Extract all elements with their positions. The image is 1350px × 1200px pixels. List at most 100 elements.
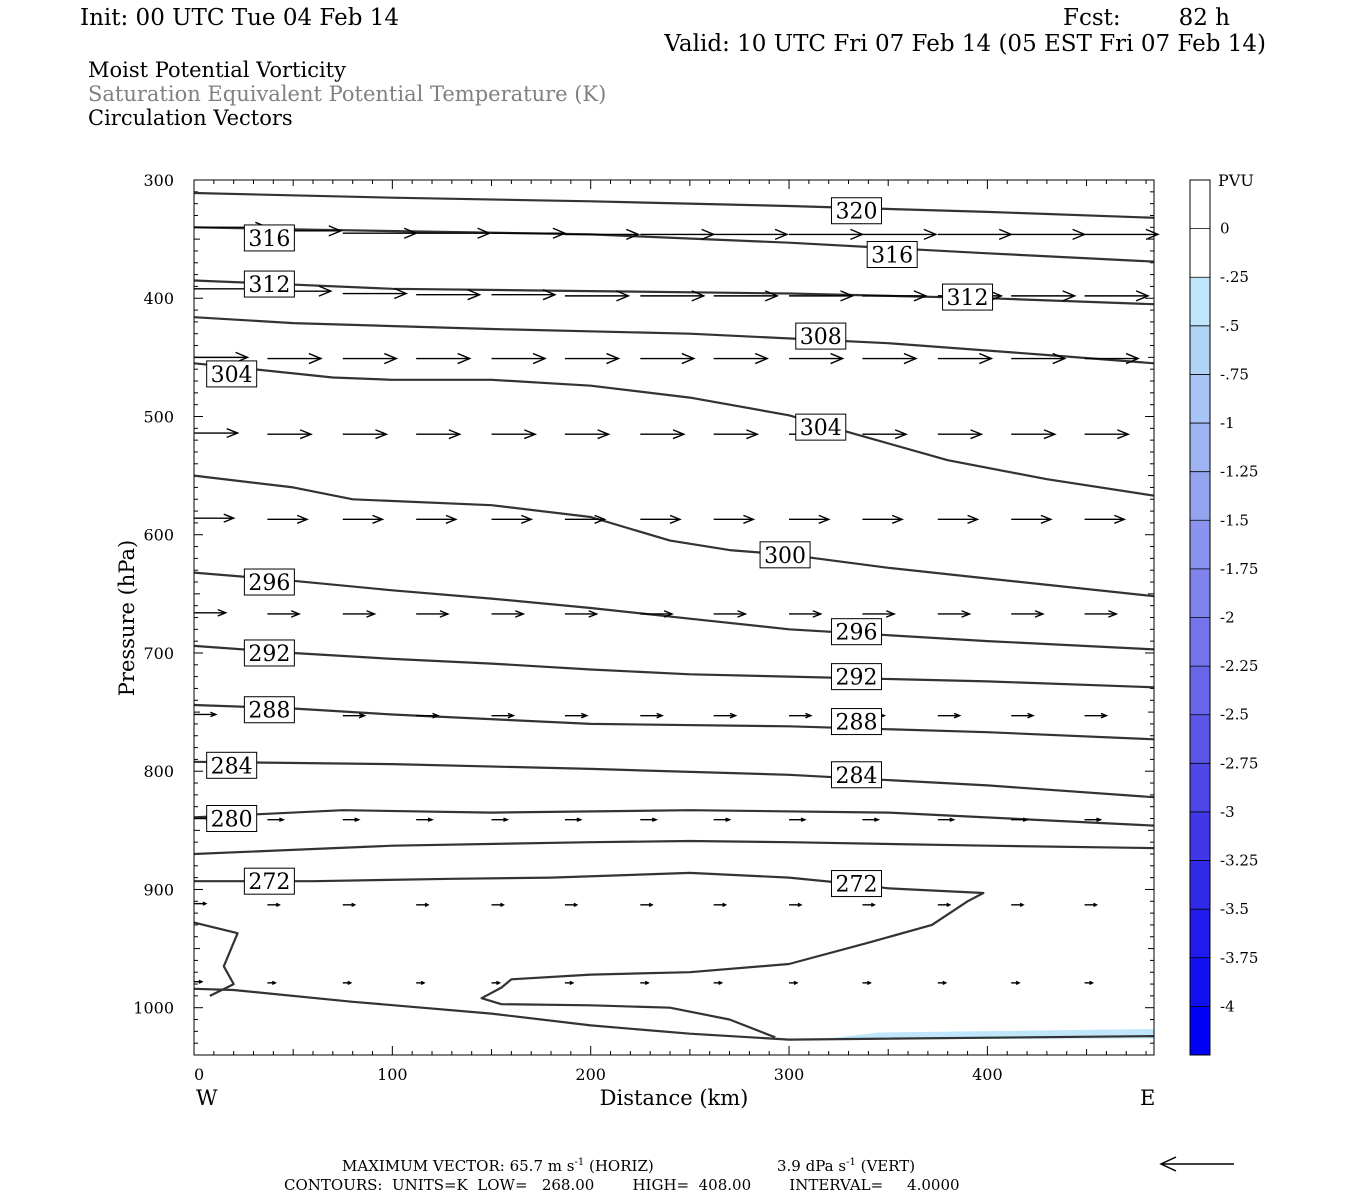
circulation-vector — [564, 228, 641, 241]
circulation-vector — [564, 610, 599, 618]
circulation-vector — [1011, 352, 1067, 365]
contour-label-box — [830, 197, 882, 225]
colorbar-label: -4 — [1220, 997, 1235, 1015]
colorbar-label: -3.5 — [1220, 900, 1249, 918]
circulation-vector — [491, 227, 567, 239]
colorbar-swatch — [1190, 763, 1210, 812]
circulation-vector — [342, 902, 357, 907]
colorbar-swatch — [1190, 714, 1210, 764]
circulation-vector — [564, 817, 583, 822]
theta-contour-296 — [193, 571, 1155, 651]
contour-label-box — [942, 283, 994, 311]
init-time: Init: 00 UTC Tue 04 Feb 14 — [80, 5, 399, 31]
contour-label: 300 — [764, 544, 806, 569]
circulation-vector — [491, 902, 505, 907]
circulation-vector — [862, 228, 938, 241]
circulation-vector — [713, 902, 728, 907]
circulation-vector — [564, 290, 631, 302]
circulation-vector — [416, 227, 492, 239]
colorbar-swatch — [1190, 228, 1210, 278]
circulation-vector — [713, 429, 760, 440]
contour-label-box — [795, 413, 847, 441]
circulation-vector — [713, 817, 732, 822]
contour-labels: 320 316 316 312 312 308 304 304 300 296 296 292 292 2… — [206, 197, 994, 898]
circulation-vector — [1011, 902, 1025, 907]
circulation-vector — [937, 902, 952, 907]
contour-label-box — [206, 751, 258, 779]
circulation-vector — [194, 608, 228, 617]
circulation-vector — [789, 514, 831, 524]
circulation-vectors — [194, 221, 1160, 985]
colorbar-swatch — [1190, 957, 1210, 1007]
circulation-vector — [862, 980, 872, 985]
circulation-vector — [564, 429, 611, 440]
contour-label-box — [759, 541, 811, 569]
theta-contour-300 — [193, 474, 1155, 598]
contour-label: 288 — [835, 711, 877, 736]
circulation-vector — [937, 352, 994, 365]
circulation-vector — [713, 514, 756, 524]
theta-contour-288 — [193, 703, 1155, 741]
theta-contour-292 — [193, 644, 1155, 689]
circulation-vector — [564, 712, 589, 719]
circulation-vector — [1084, 712, 1109, 719]
circulation-vector — [640, 610, 674, 618]
colorbar-label: -.25 — [1220, 268, 1249, 286]
circulation-vector — [862, 902, 876, 907]
circulation-vector — [640, 712, 664, 719]
colorbar-swatch — [1190, 180, 1210, 229]
circulation-vector — [1084, 514, 1127, 524]
circulation-vector — [342, 610, 377, 618]
circulation-vector — [937, 712, 962, 719]
circulation-vector — [862, 429, 908, 440]
circulation-vector — [267, 902, 281, 907]
circulation-vector — [564, 352, 621, 365]
circulation-vector — [937, 817, 956, 822]
colorbar-label: -.75 — [1220, 365, 1249, 383]
circulation-vector — [640, 514, 682, 524]
colorbar-label: -3.25 — [1220, 852, 1258, 870]
colorbar-label: -3.75 — [1220, 949, 1258, 967]
circulation-vector — [713, 712, 738, 719]
colorbar-swatch — [1190, 568, 1210, 618]
contour-label-box — [206, 360, 258, 388]
x-tick-label: 100 — [377, 1065, 408, 1084]
circulation-vector — [416, 289, 482, 301]
circulation-vector — [789, 352, 845, 365]
y-tick-label: 900 — [143, 880, 174, 899]
circulation-vector — [713, 980, 724, 985]
field-title-theta: Saturation Equivalent Potential Temperat… — [88, 82, 606, 106]
circulation-vector — [416, 817, 434, 822]
colorbar-swatch — [1190, 374, 1210, 424]
circulation-vector — [713, 352, 770, 365]
circulation-vector — [491, 712, 516, 719]
circulation-vector — [491, 352, 547, 365]
forecast-label: Fcst: — [1063, 5, 1121, 31]
contour-label-box — [243, 224, 295, 252]
colorbar-swatch — [1190, 423, 1210, 472]
circulation-vector — [267, 817, 286, 822]
circulation-vector — [342, 429, 389, 440]
circulation-vector — [862, 290, 928, 302]
contour-label-box — [830, 618, 882, 646]
axis-tick-labels: 0 100 200 300 400 300 400 500 600 700 800 900 1000 — [133, 171, 1002, 1084]
y-tick-label: 300 — [143, 171, 174, 190]
circulation-vector — [640, 817, 659, 822]
contour-label-box — [830, 663, 882, 691]
colorbar-swatch — [1190, 471, 1210, 521]
field-title-vectors: Circulation Vectors — [88, 106, 293, 130]
circulation-vector — [491, 610, 526, 618]
contour-label-box — [830, 761, 882, 789]
circulation-vector — [1084, 429, 1131, 440]
circulation-vector — [342, 514, 385, 524]
circulation-vector — [416, 902, 430, 907]
circulation-vector — [491, 289, 557, 301]
theta-contour-268 — [193, 921, 239, 997]
theta-contours — [193, 191, 1155, 1041]
y-tick-label: 700 — [143, 644, 174, 663]
circulation-vector — [564, 980, 575, 985]
circulation-vector — [713, 290, 779, 302]
colorbar-label: -1.75 — [1220, 560, 1258, 578]
contour-label: 316 — [248, 227, 290, 252]
